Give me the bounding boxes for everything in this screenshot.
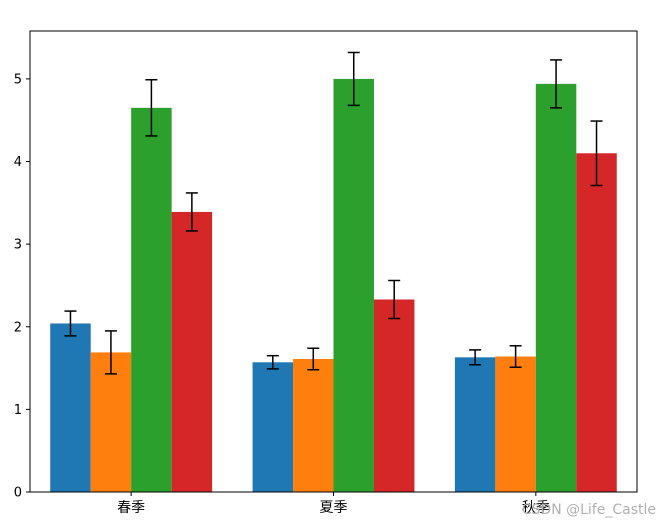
bar <box>131 107 172 492</box>
error-bar <box>185 192 198 232</box>
y-tick-label: 0 <box>14 486 22 501</box>
bar <box>535 83 577 493</box>
x-tick-label: 春季 <box>117 500 145 516</box>
y-tick-label: 4 <box>14 155 22 170</box>
bars-layer <box>50 78 617 493</box>
y-tick-label: 1 <box>14 403 22 418</box>
bar <box>293 358 334 492</box>
y-tick-label: 5 <box>14 72 22 87</box>
bar <box>454 357 496 492</box>
bar <box>50 323 91 492</box>
error-bar <box>104 330 117 375</box>
bar <box>90 352 132 492</box>
x-tick-label: 夏季 <box>320 500 348 516</box>
error-bar <box>347 51 360 107</box>
bar <box>333 78 374 492</box>
error-bar <box>469 349 482 366</box>
error-bar <box>590 120 603 187</box>
error-bar <box>64 310 77 337</box>
error-bar <box>388 279 401 320</box>
watermark: CSDN @Life_Castle <box>521 502 656 518</box>
y-axis: 0 1 2 3 4 5 <box>14 72 30 501</box>
x-tick-label: 秋季 <box>522 500 550 516</box>
error-bar <box>145 78 158 137</box>
y-tick-label: 3 <box>14 238 22 253</box>
error-bars-layer <box>64 51 603 375</box>
bar <box>373 299 415 492</box>
bar <box>495 356 536 492</box>
error-bar <box>509 345 522 368</box>
error-bar <box>266 354 279 370</box>
x-axis: 春季 夏季 秋季 <box>117 492 550 516</box>
bar <box>576 153 617 492</box>
error-bar <box>550 59 563 109</box>
y-tick-label: 2 <box>14 320 22 335</box>
bar <box>171 211 213 492</box>
error-bar <box>307 347 320 371</box>
bar <box>252 362 294 492</box>
